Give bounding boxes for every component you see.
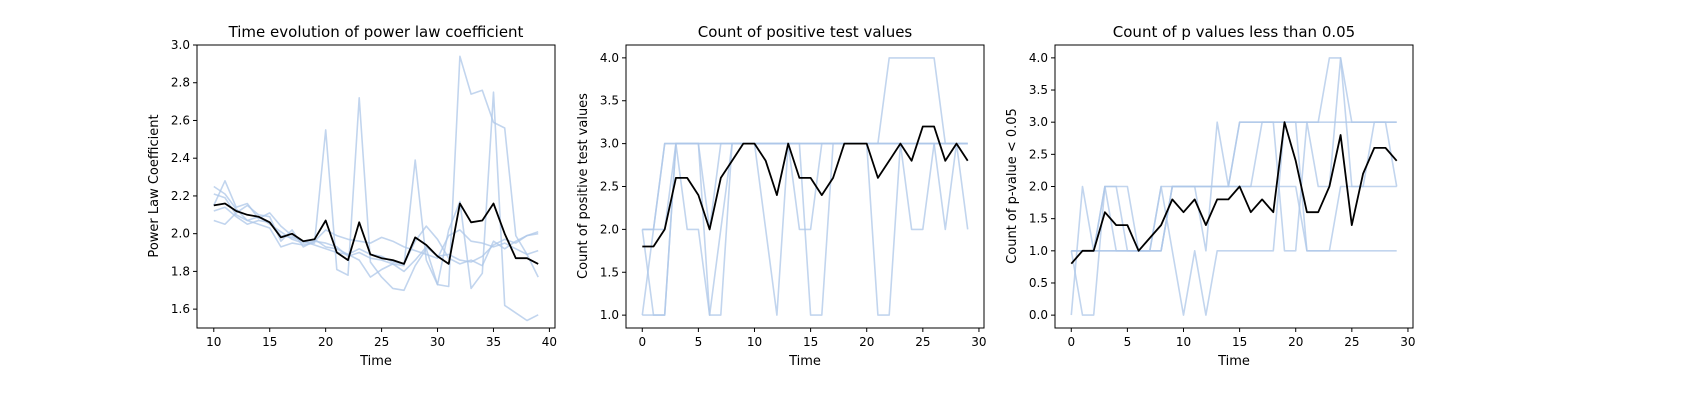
y-tick-label: 2.5	[1029, 147, 1048, 161]
chart-title: Time evolution of power law coefficient	[228, 23, 524, 41]
x-tick-label: 25	[1344, 335, 1359, 349]
x-tick-label: 30	[1400, 335, 1415, 349]
mean-series-line	[642, 125, 969, 248]
series-line-1	[213, 55, 539, 292]
x-tick-label: 10	[747, 335, 762, 349]
plot-frame	[196, 44, 556, 329]
y-tick-label: 3.0	[171, 38, 190, 52]
y-tick-label: 2.6	[171, 113, 190, 127]
x-tick-label: 25	[915, 335, 930, 349]
y-tick-label: 3.0	[600, 137, 619, 151]
x-tick-label: 10	[206, 335, 221, 349]
x-tick-label: 15	[803, 335, 818, 349]
x-tick-label: 0	[638, 335, 646, 349]
y-tick-label: 4.0	[600, 51, 619, 65]
chart-p-values: Count of p values less than 0.05 Time Co…	[1005, 23, 1416, 369]
y-tick-label: 2.8	[171, 76, 190, 90]
y-tick-label: 2.5	[600, 180, 619, 194]
x-tick-label: 20	[318, 335, 333, 349]
x-tick-label: 10	[1176, 335, 1191, 349]
y-axis-label: Count of positive test values	[576, 93, 591, 279]
x-tick-label: 15	[1232, 335, 1247, 349]
y-tick-label: 3.5	[600, 94, 619, 108]
y-tick-label: 2.4	[171, 151, 190, 165]
mean-series-line	[1070, 121, 1398, 265]
y-tick-label: 2.0	[600, 222, 619, 236]
x-axis-label: Time	[359, 354, 392, 369]
chart-power-law: Time evolution of power law coefficient …	[147, 23, 557, 369]
x-tick-label: 25	[374, 335, 389, 349]
y-tick-label: 2.0	[1029, 180, 1048, 194]
y-tick-label: 3.0	[1029, 115, 1048, 129]
y-tick-label: 1.6	[171, 302, 190, 316]
y-tick-label: 1.0	[1029, 244, 1048, 258]
x-tick-label: 20	[1288, 335, 1303, 349]
y-tick-label: 1.0	[600, 308, 619, 322]
y-tick-label: 0.0	[1029, 308, 1048, 322]
x-tick-label: 5	[695, 335, 703, 349]
x-tick-label: 40	[542, 335, 557, 349]
y-tick-label: 0.5	[1029, 276, 1048, 290]
y-tick-label: 3.5	[1029, 83, 1048, 97]
x-axis-label: Time	[1217, 354, 1250, 369]
series-line-5	[642, 142, 968, 231]
y-tick-label: 4.0	[1029, 51, 1048, 65]
x-tick-label: 20	[859, 335, 874, 349]
mean-series-line	[213, 202, 539, 265]
x-tick-label: 15	[262, 335, 277, 349]
chart-positive-tests: Count of positive test values Time Count…	[576, 23, 987, 369]
x-axis-label: Time	[788, 354, 821, 369]
x-tick-label: 0	[1067, 335, 1075, 349]
y-axis-label: Count of p-value < 0.05	[1005, 108, 1020, 264]
x-tick-label: 30	[430, 335, 445, 349]
y-tick-label: 1.5	[1029, 212, 1048, 226]
y-tick-label: 2.2	[171, 189, 190, 203]
y-tick-label: 1.8	[171, 264, 190, 278]
series-line-5	[1071, 185, 1397, 252]
chart-title: Count of p values less than 0.05	[1113, 23, 1355, 41]
series-line-4	[213, 193, 539, 273]
x-tick-label: 35	[486, 335, 501, 349]
y-tick-label: 1.5	[600, 265, 619, 279]
x-tick-label: 5	[1124, 335, 1132, 349]
x-tick-label: 30	[971, 335, 986, 349]
y-tick-label: 2.0	[171, 227, 190, 241]
series-line-3	[641, 142, 968, 316]
series-line-3	[213, 204, 539, 260]
chart-title: Count of positive test values	[698, 23, 913, 41]
y-axis-label: Power Law Coefficient	[147, 114, 162, 257]
